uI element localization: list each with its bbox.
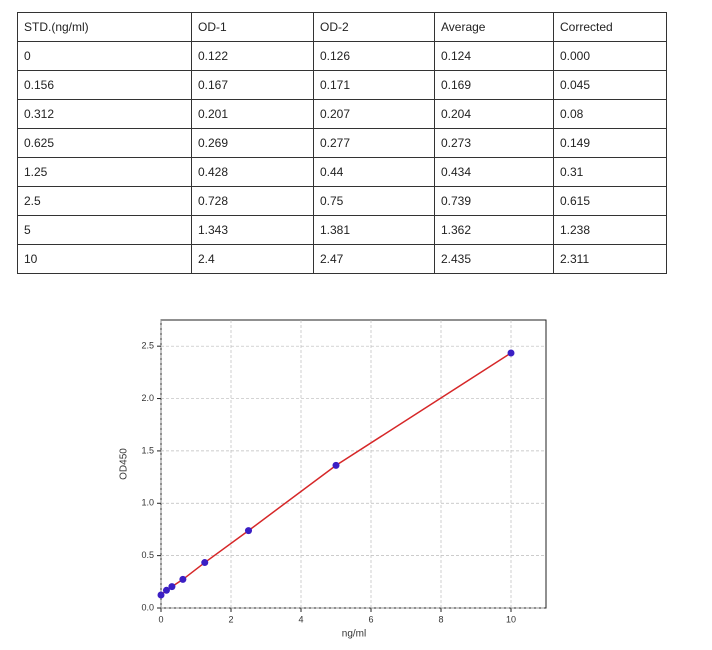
table-cell: 2.435 — [434, 244, 554, 274]
table-cell: 2.47 — [313, 244, 435, 274]
y-tick-label: 1.0 — [141, 498, 154, 508]
table-cell: 0.122 — [191, 41, 314, 71]
table-cell: 0.273 — [434, 128, 554, 158]
table-cell: 2.4 — [191, 244, 314, 274]
table-cell: 0.171 — [313, 70, 435, 100]
table-cell: Average — [434, 12, 554, 42]
y-tick-label: 2.0 — [141, 393, 154, 403]
table-cell: 1.238 — [553, 215, 667, 245]
table-cell: STD.(ng/ml) — [17, 12, 192, 42]
x-tick-label: 10 — [506, 614, 516, 624]
x-tick-label: 6 — [368, 614, 373, 624]
x-tick-label: 2 — [228, 614, 233, 624]
table-row: 0.312 0.201 0.207 0.204 0.08 — [17, 99, 667, 129]
table-cell: 0.428 — [191, 157, 314, 187]
table-cell: 0.312 — [17, 99, 192, 129]
table-row: 10 2.4 2.47 2.435 2.311 — [17, 244, 667, 274]
y-tick-label: 0.5 — [141, 550, 154, 560]
y-tick-label: 1.5 — [141, 445, 154, 455]
data-point — [179, 575, 187, 583]
data-point — [162, 586, 170, 594]
table-cell: 10 — [17, 244, 192, 274]
data-point — [168, 583, 176, 591]
table-row: 0 0.122 0.126 0.124 0.000 — [17, 41, 667, 71]
table-cell: 0.207 — [313, 99, 435, 129]
y-axis-label: OD450 — [119, 448, 130, 480]
table-cell: 0.204 — [434, 99, 554, 129]
plot-frame — [160, 319, 547, 609]
data-point — [332, 461, 340, 469]
table-cell: 2.5 — [17, 186, 192, 216]
data-point — [201, 559, 209, 567]
std-table: STD.(ng/ml) OD-1 OD-2 Average Corrected 0 0.12… — [17, 12, 667, 274]
table-cell: 0.269 — [191, 128, 314, 158]
header-row: STD.(ng/ml) OD-1 OD-2 Average Corrected — [17, 12, 667, 42]
table-cell: 0.169 — [434, 70, 554, 100]
table-cell: 2.311 — [553, 244, 667, 274]
x-tick-label: 0 — [158, 614, 163, 624]
table-row: 5 1.343 1.381 1.362 1.238 — [17, 215, 667, 245]
data-point — [245, 527, 252, 535]
data-point — [507, 349, 515, 357]
y-tick-label: 2.5 — [141, 341, 154, 351]
x-axis-label: ng/ml — [342, 629, 366, 640]
table-cell: 1.381 — [313, 215, 435, 245]
table-cell: OD-1 — [191, 12, 314, 42]
table-cell: 0.31 — [553, 157, 667, 187]
fit-line — [160, 352, 512, 596]
data-point — [157, 591, 165, 599]
table-cell: 0.434 — [434, 157, 554, 187]
table-cell: 0.126 — [313, 41, 435, 71]
table-cell: Corrected — [553, 12, 667, 42]
x-tick-label: 4 — [298, 614, 303, 624]
table-cell: 0.615 — [553, 186, 667, 216]
x-tick-label: 8 — [438, 614, 443, 624]
y-tick-label: 0.0 — [141, 602, 154, 612]
